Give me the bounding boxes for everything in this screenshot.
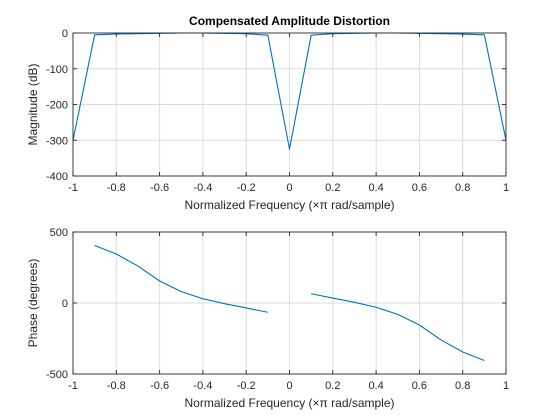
x-tick-label: -0.4 bbox=[193, 182, 212, 194]
y-tick-label: -300 bbox=[46, 135, 68, 147]
x-tick-label: -1 bbox=[68, 380, 78, 392]
x-tick-label: 0.4 bbox=[368, 182, 383, 194]
y-tick-label: -100 bbox=[46, 64, 68, 76]
x-tick-label: 0.6 bbox=[412, 380, 427, 392]
x-tick-label: -0.8 bbox=[107, 182, 126, 194]
y-tick-label: 500 bbox=[50, 227, 68, 239]
x-axis-label: Normalized Frequency (×π rad/sample) bbox=[184, 396, 394, 410]
x-tick-label: 0.8 bbox=[455, 182, 470, 194]
axes-1: -1 -0.8 -0.6 -0.4 -0.2 0 0.2 0.4 0.6 0.8 1 0 -100 -20… bbox=[26, 14, 509, 212]
x-tick-label: 0.6 bbox=[412, 182, 427, 194]
x-tick-label: -0.8 bbox=[107, 380, 126, 392]
series-line-2-2 bbox=[311, 293, 485, 362]
x-tick-label: 0.8 bbox=[455, 380, 470, 392]
x-tick-label: -0.2 bbox=[237, 182, 256, 194]
y-axis-label: Magnitude (dB) bbox=[26, 63, 40, 145]
y-tick-label: -500 bbox=[46, 369, 68, 381]
x-tick-label: -0.6 bbox=[150, 380, 169, 392]
x-tick-label: 0 bbox=[286, 380, 292, 392]
x-tick-label: 1 bbox=[503, 380, 509, 392]
chart-title: Compensated Amplitude Distortion bbox=[189, 14, 390, 28]
axes-2: -1 -0.8 -0.6 -0.4 -0.2 0 0.2 0.4 0.6 0.8 1 500 0 -500… bbox=[26, 227, 509, 410]
series-line-1-1 bbox=[72, 32, 507, 150]
x-tick-label: -0.2 bbox=[237, 380, 256, 392]
x-axis-label: Normalized Frequency (×π rad/sample) bbox=[184, 198, 394, 212]
x-tick-label: -1 bbox=[68, 182, 78, 194]
x-tick-label: -0.4 bbox=[193, 380, 212, 392]
x-tick-label: 0.2 bbox=[325, 380, 340, 392]
y-tick-label: 0 bbox=[62, 28, 68, 40]
series-line-2-1 bbox=[94, 244, 268, 313]
y-tick-label: -200 bbox=[46, 100, 68, 112]
y-tick-label: 0 bbox=[62, 298, 68, 310]
x-tick-label: 0.4 bbox=[368, 380, 383, 392]
x-tick-label: 0 bbox=[286, 182, 292, 194]
y-tick-label: -400 bbox=[46, 171, 68, 183]
x-tick-label: 0.2 bbox=[325, 182, 340, 194]
x-tick-label: 1 bbox=[503, 182, 509, 194]
x-tick-label: -0.6 bbox=[150, 182, 169, 194]
y-axis-label: Phase (degrees) bbox=[26, 259, 40, 348]
